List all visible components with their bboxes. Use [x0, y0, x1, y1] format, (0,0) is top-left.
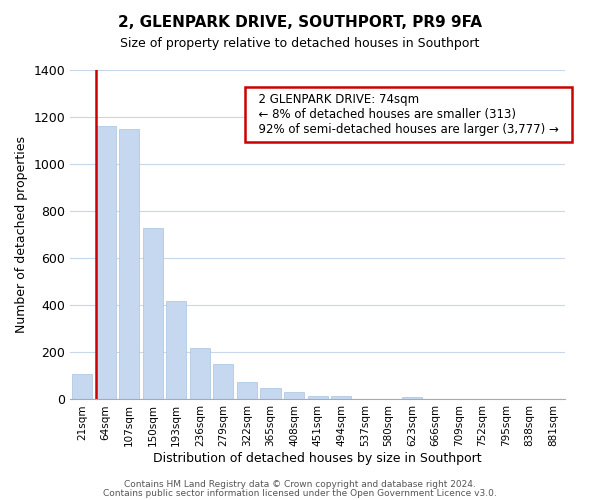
- Bar: [143, 228, 163, 400]
- Bar: [166, 300, 186, 400]
- Text: Size of property relative to detached houses in Southport: Size of property relative to detached ho…: [121, 38, 479, 51]
- Bar: [119, 129, 139, 400]
- Bar: [284, 392, 304, 400]
- Text: 2, GLENPARK DRIVE, SOUTHPORT, PR9 9FA: 2, GLENPARK DRIVE, SOUTHPORT, PR9 9FA: [118, 15, 482, 30]
- Bar: [237, 382, 257, 400]
- Bar: [190, 348, 210, 400]
- Bar: [331, 396, 351, 400]
- Bar: [214, 364, 233, 400]
- Bar: [260, 388, 281, 400]
- Bar: [308, 396, 328, 400]
- Y-axis label: Number of detached properties: Number of detached properties: [15, 136, 28, 333]
- Text: 2 GLENPARK DRIVE: 74sqm  
  ← 8% of detached houses are smaller (313)  
  92% of: 2 GLENPARK DRIVE: 74sqm ← 8% of detached…: [251, 93, 566, 136]
- Text: Contains public sector information licensed under the Open Government Licence v3: Contains public sector information licen…: [103, 488, 497, 498]
- X-axis label: Distribution of detached houses by size in Southport: Distribution of detached houses by size …: [153, 452, 482, 465]
- Bar: [402, 397, 422, 400]
- Bar: [72, 374, 92, 400]
- Bar: [95, 126, 116, 400]
- Text: Contains HM Land Registry data © Crown copyright and database right 2024.: Contains HM Land Registry data © Crown c…: [124, 480, 476, 489]
